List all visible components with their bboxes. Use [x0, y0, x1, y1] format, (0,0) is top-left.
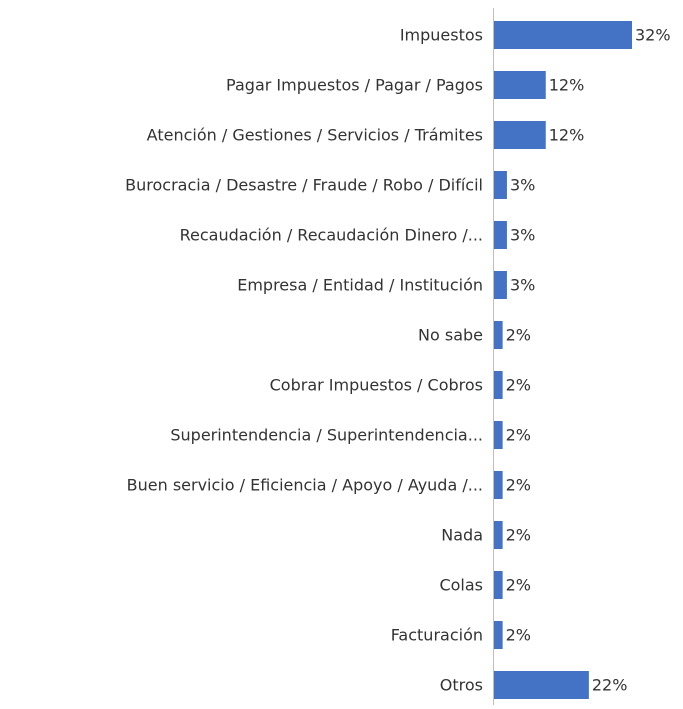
bar: [494, 71, 546, 99]
value-label: 3%: [510, 226, 535, 245]
value-label: 2%: [506, 526, 531, 545]
bar: [494, 271, 507, 299]
bar: [494, 521, 503, 549]
value-label: 2%: [506, 326, 531, 345]
bar: [494, 621, 503, 649]
category-label: Atención / Gestiones / Servicios / Trámi…: [147, 126, 483, 145]
category-label: Cobrar Impuestos / Cobros: [270, 376, 483, 395]
value-label: 2%: [506, 476, 531, 495]
value-label: 2%: [506, 376, 531, 395]
category-label: Nada: [441, 526, 483, 545]
bar: [494, 21, 632, 49]
category-label: Impuestos: [400, 26, 483, 45]
bar: [494, 121, 546, 149]
category-label: Colas: [439, 576, 483, 595]
value-label: 2%: [506, 626, 531, 645]
category-label: Burocracia / Desastre / Fraude / Robo / …: [125, 176, 483, 195]
category-label: Recaudación / Recaudación Dinero /...: [180, 226, 483, 245]
bar: [494, 421, 503, 449]
category-label: Buen servicio / Eficiencia / Apoyo / Ayu…: [127, 476, 483, 495]
category-label: No sabe: [418, 326, 483, 345]
bar: [494, 471, 503, 499]
category-label: Pagar Impuestos / Pagar / Pagos: [226, 76, 483, 95]
category-label: Empresa / Entidad / Institución: [237, 276, 483, 295]
bar: [494, 671, 589, 699]
bar: [494, 171, 507, 199]
value-label: 2%: [506, 576, 531, 595]
value-label: 3%: [510, 276, 535, 295]
value-label: 12%: [549, 76, 585, 95]
category-label: Otros: [440, 676, 483, 695]
value-label: 2%: [506, 426, 531, 445]
bar: [494, 221, 507, 249]
category-label: Facturación: [391, 626, 483, 645]
category-label: Superintendencia / Superintendencia...: [170, 426, 483, 445]
bar: [494, 321, 503, 349]
value-label: 22%: [592, 676, 628, 695]
value-label: 32%: [635, 26, 671, 45]
value-label: 12%: [549, 126, 585, 145]
value-label: 3%: [510, 176, 535, 195]
bar: [494, 371, 503, 399]
bar: [494, 571, 503, 599]
